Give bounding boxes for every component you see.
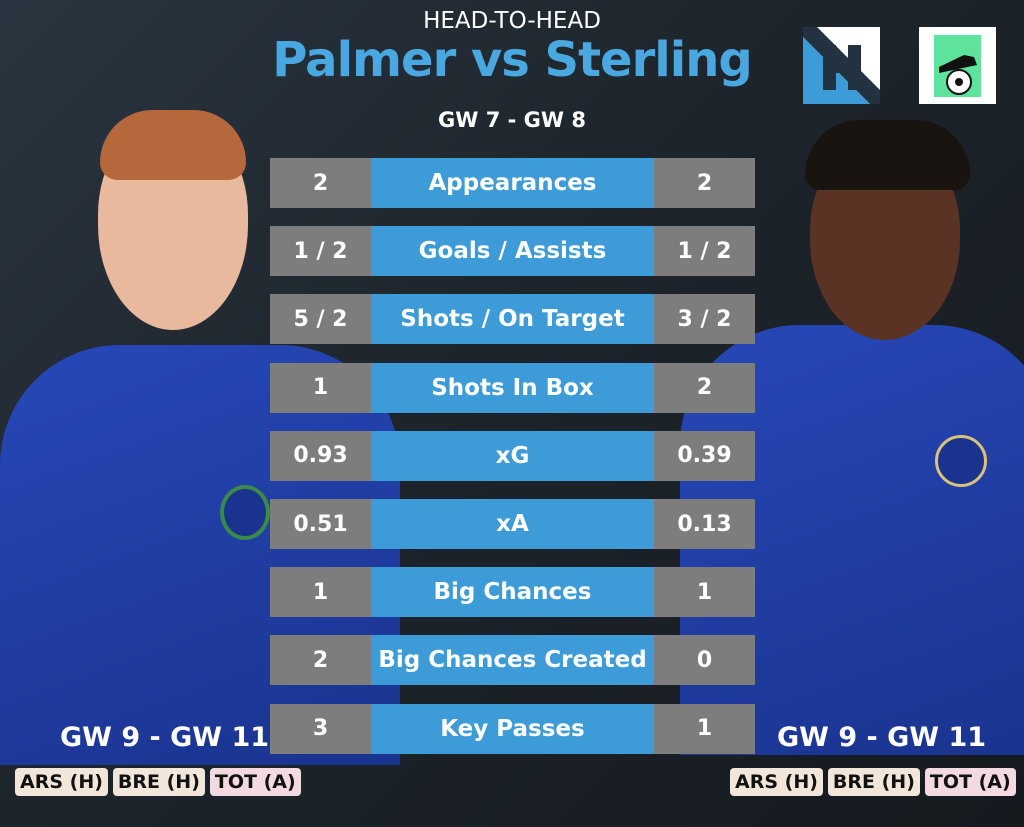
left-value: 1	[270, 362, 371, 413]
left-value: 0.51	[270, 499, 371, 549]
right-value: 0	[654, 635, 755, 686]
fixture-badge: BRE (H)	[827, 768, 920, 796]
right-value: 3 / 2	[654, 294, 755, 345]
left-value: 5 / 2	[270, 294, 371, 345]
right-value: 1 / 2	[654, 226, 755, 277]
stat-label: xG	[371, 430, 654, 481]
stat-label: Shots / On Target	[371, 294, 654, 345]
right-value: 2	[654, 158, 755, 208]
gameweek-range: GW 7 - GW 8	[438, 108, 586, 132]
right-value: 1	[654, 703, 755, 754]
stat-row: 1 Big Chances 1	[270, 567, 755, 618]
left-fixtures: ARS (H) BRE (H) TOT (A)	[15, 768, 301, 796]
stat-label: Key Passes	[371, 703, 654, 754]
fixture-badge: TOT (A)	[209, 768, 301, 796]
stat-row: 5 / 2 Shots / On Target 3 / 2	[270, 294, 755, 345]
stat-row: 3 Key Passes 1	[270, 703, 755, 754]
stat-label: xA	[371, 499, 654, 549]
stat-row: 2 Appearances 2	[270, 158, 755, 208]
stat-row: 2 Big Chances Created 0	[270, 635, 755, 686]
fixture-badge: ARS (H)	[730, 768, 823, 796]
right-value: 0.13	[654, 499, 755, 549]
left-value: 2	[270, 635, 371, 686]
right-upcoming-range: GW 9 - GW 11	[777, 722, 987, 753]
stat-label: Shots In Box	[371, 362, 654, 413]
left-upcoming-range: GW 9 - GW 11	[60, 722, 270, 753]
stat-row: 0.51 xA 0.13	[270, 499, 755, 549]
h-logo	[803, 27, 880, 104]
palmer-photo	[0, 110, 400, 765]
left-value: 1	[270, 567, 371, 618]
left-value: 3	[270, 703, 371, 754]
left-value: 2	[270, 158, 371, 208]
stat-row: 0.93 xG 0.39	[270, 430, 755, 481]
right-fixtures: ARS (H) BRE (H) TOT (A)	[730, 768, 1016, 796]
right-value: 2	[654, 362, 755, 413]
fixture-badge: BRE (H)	[112, 768, 205, 796]
stat-label: Big Chances	[371, 567, 654, 618]
fixture-badge: TOT (A)	[924, 768, 1016, 796]
stat-row: 1 Shots In Box 2	[270, 362, 755, 413]
kicker: HEAD-TO-HEAD	[423, 8, 601, 34]
stat-label: Goals / Assists	[371, 226, 654, 277]
left-value: 0.93	[270, 430, 371, 481]
left-value: 1 / 2	[270, 226, 371, 277]
stat-label: Appearances	[371, 158, 654, 208]
football-boot-logo	[919, 27, 996, 104]
stat-label: Big Chances Created	[371, 635, 654, 686]
page-title: Palmer vs Sterling	[272, 32, 752, 88]
right-value: 0.39	[654, 430, 755, 481]
stat-row: 1 / 2 Goals / Assists 1 / 2	[270, 226, 755, 277]
fixture-badge: ARS (H)	[15, 768, 108, 796]
right-value: 1	[654, 567, 755, 618]
